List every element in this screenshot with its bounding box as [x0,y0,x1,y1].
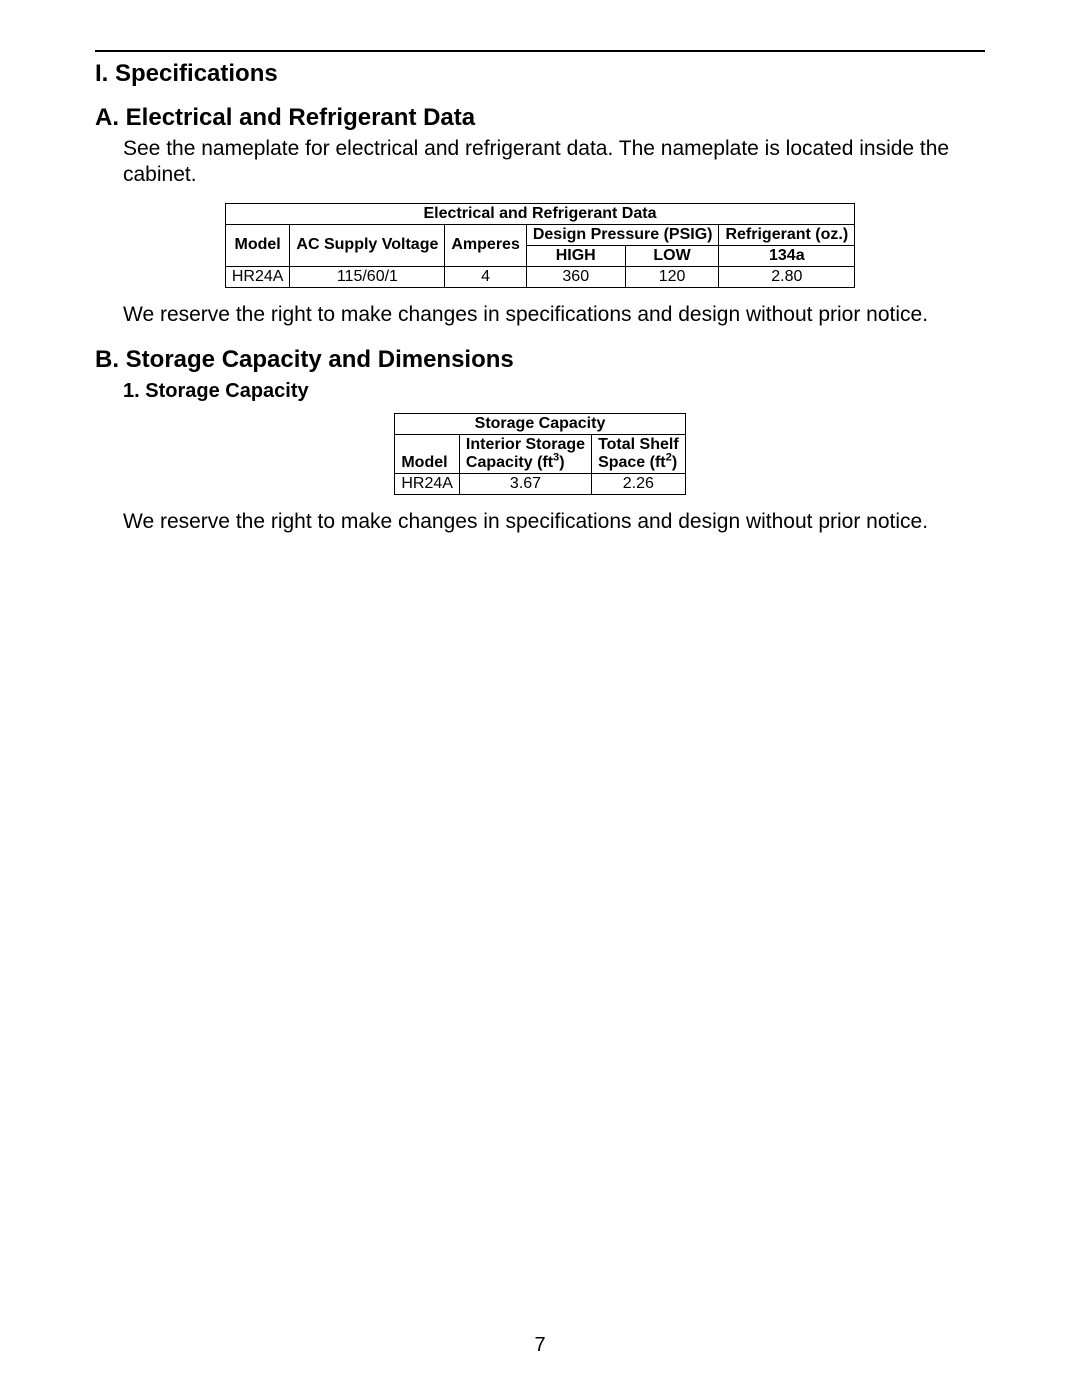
cell2-model: HR24A [395,473,460,494]
cell2-interior: 3.67 [459,473,591,494]
cell-high: 360 [526,266,625,287]
cell-low: 120 [625,266,719,287]
cell2-shelf: 2.26 [592,473,686,494]
cell-model: HR24A [225,266,290,287]
col2-shelf-l2-prefix: Space (ft [598,454,666,471]
cell-134a: 2.80 [719,266,855,287]
table2-title: Storage Capacity [395,413,685,434]
cell-voltage: 115/60/1 [290,266,445,287]
storage-capacity-table: Storage Capacity Model Interior Storage … [394,413,685,495]
page: I. Specifications A. Electrical and Refr… [0,0,1080,1397]
col-amperes: Amperes [445,224,526,266]
horizontal-rule [95,50,985,52]
subsection-a-intro: See the nameplate for electrical and ref… [123,136,985,189]
col-group-refrigerant: Refrigerant (oz.) [719,224,855,245]
col2-interior-l2-prefix: Capacity (ft [466,454,553,471]
table-title: Electrical and Refrigerant Data [225,203,854,224]
col2-interior-l1: Interior Storage [466,436,585,453]
col-134a: 134a [719,245,855,266]
col2-interior: Interior Storage Capacity (ft3) [459,434,591,473]
col2-model: Model [395,434,460,473]
col-high: HIGH [526,245,625,266]
col2-shelf: Total Shelf Space (ft2) [592,434,686,473]
col-low: LOW [625,245,719,266]
col-voltage: AC Supply Voltage [290,224,445,266]
subsection-b-heading: B. Storage Capacity and Dimensions [95,346,985,374]
col2-shelf-l1: Total Shelf [598,436,679,453]
cell-amperes: 4 [445,266,526,287]
col2-interior-l2-suffix: ) [559,454,564,471]
electrical-refrigerant-table: Electrical and Refrigerant Data Model AC… [225,203,855,288]
col-group-design-pressure: Design Pressure (PSIG) [526,224,719,245]
page-number: 7 [0,1334,1080,1357]
subsection-b1-heading: 1. Storage Capacity [123,380,985,403]
col2-shelf-l2-suffix: ) [672,454,677,471]
section-title: I. Specifications [95,60,985,88]
col-model: Model [225,224,290,266]
subsection-a-note: We reserve the right to make changes in … [123,302,985,328]
subsection-b1-note: We reserve the right to make changes in … [123,509,985,535]
subsection-a-heading: A. Electrical and Refrigerant Data [95,104,985,132]
